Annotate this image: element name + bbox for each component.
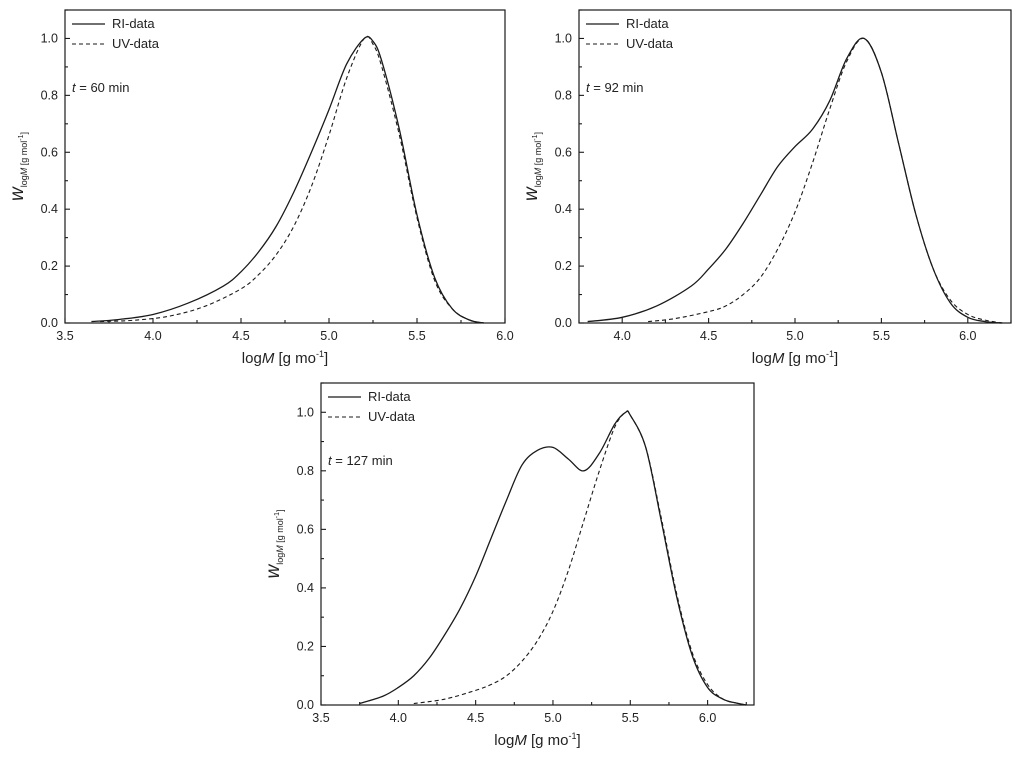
y-tick-label: 0.4	[297, 581, 314, 595]
x-tick-label: 3.5	[56, 329, 73, 343]
y-tick-label: 0.8	[555, 88, 572, 102]
y-tick-label: 0.8	[297, 464, 314, 478]
y-tick-label: 1.0	[297, 405, 314, 419]
x-tick-label: 4.5	[467, 711, 484, 725]
series-line-uv-data	[648, 37, 1003, 324]
x-tick-label: 6.0	[699, 711, 716, 725]
x-tick-label: 4.5	[232, 329, 249, 343]
legend-label-ri-data: RI-data	[368, 389, 411, 404]
chart-panel-1: 3.5 4.0 4.5 5.0 5.5 6.0 0.0 0.2 0.4 0.6 0.8 1.0 logM…	[0, 0, 520, 380]
y-tick-label: 0.6	[555, 145, 572, 159]
y-axis-label: wlogM [g mol-1]	[263, 509, 285, 578]
x-axis-label: logM [g mo-1]	[752, 349, 838, 367]
x-axis-label: logM [g mo-1]	[242, 349, 328, 367]
x-tick-label: 6.0	[496, 329, 513, 343]
series-line-ri-data	[91, 36, 485, 324]
legend-label-uv-data: UV-data	[626, 36, 674, 51]
x-tick-label: 4.0	[614, 329, 631, 343]
y-tick-label: 0.2	[41, 259, 58, 273]
y-tick-label: 0.0	[297, 698, 314, 712]
legend-label-uv-data: UV-data	[112, 36, 160, 51]
chart-svg-2: 4.0 4.5 5.0 5.5 6.0 0.0 0.2 0.4 0.6 0.8 1.0 logM [g…	[521, 9, 1012, 367]
series-line-uv-data	[100, 35, 484, 324]
y-tick-label: 0.2	[297, 639, 314, 653]
legend-label-ri-data: RI-data	[112, 16, 155, 31]
x-tick-label: 4.0	[390, 711, 407, 725]
y-tick-label: 0.0	[41, 316, 58, 330]
x-tick-label: 5.0	[320, 329, 337, 343]
x-tick-label: 4.0	[144, 329, 161, 343]
time-annotation: t = 127 min	[328, 453, 393, 468]
time-annotation: t = 60 min	[72, 80, 129, 95]
plot-frame	[578, 9, 1012, 324]
x-tick-label: 4.5	[700, 329, 717, 343]
y-tick-label: 0.6	[41, 145, 58, 159]
y-tick-label: 0.4	[41, 202, 58, 216]
y-tick-label: 0.8	[41, 88, 58, 102]
x-tick-label: 3.5	[312, 711, 329, 725]
chart-panel-2: 4.0 4.5 5.0 5.5 6.0 0.0 0.2 0.4 0.6 0.8 1.0 logM [g…	[520, 0, 1024, 380]
y-tick-label: 0.4	[555, 202, 572, 216]
plot-frame	[320, 382, 755, 706]
y-axis-label: wlogM [g mol-1]	[521, 132, 543, 201]
y-tick-label: 1.0	[41, 31, 58, 45]
y-axis-label: wlogM [g mol-1]	[7, 132, 29, 201]
x-tick-label: 5.5	[622, 711, 639, 725]
y-tick-label: 0.6	[297, 522, 314, 536]
chart-panel-3: 3.5 4.0 4.5 5.0 5.5 6.0 0.0 0.2 0.4 0.6 0.8 1.0 logM…	[250, 378, 770, 772]
chart-svg-3: 3.5 4.0 4.5 5.0 5.5 6.0 0.0 0.2 0.4 0.6 0.8 1.0 logM…	[263, 382, 755, 749]
series-line-uv-data	[413, 410, 747, 706]
y-tick-label: 0.2	[555, 259, 572, 273]
series-line-ri-data	[587, 37, 1003, 324]
time-annotation: t = 92 min	[586, 80, 643, 95]
x-tick-label: 5.0	[786, 329, 803, 343]
x-tick-label: 5.0	[544, 711, 561, 725]
legend-label-ri-data: RI-data	[626, 16, 669, 31]
legend-label-uv-data: UV-data	[368, 409, 416, 424]
plot-frame	[64, 9, 506, 324]
x-tick-label: 5.5	[873, 329, 890, 343]
y-tick-label: 0.0	[555, 316, 572, 330]
series-line-ri-data	[359, 410, 747, 706]
x-tick-label: 5.5	[408, 329, 425, 343]
x-axis-label: logM [g mo-1]	[494, 731, 580, 749]
chart-svg-1: 3.5 4.0 4.5 5.0 5.5 6.0 0.0 0.2 0.4 0.6 0.8 1.0 logM…	[7, 9, 514, 367]
y-tick-label: 1.0	[555, 31, 572, 45]
x-tick-label: 6.0	[959, 329, 976, 343]
